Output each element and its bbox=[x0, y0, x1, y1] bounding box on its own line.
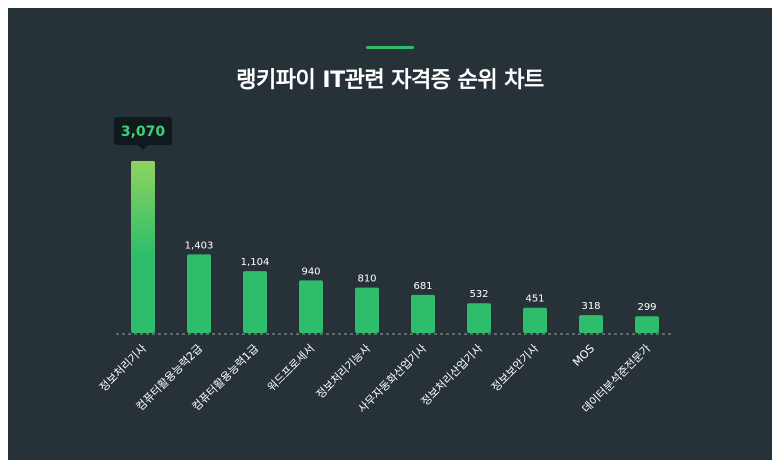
data-label-10: 299 bbox=[637, 302, 656, 313]
data-label-7: 532 bbox=[469, 289, 488, 300]
bar-7 bbox=[467, 303, 491, 333]
x-tick-label-9: MOS bbox=[570, 342, 597, 369]
title-accent-line bbox=[366, 46, 414, 49]
data-label-6: 681 bbox=[413, 281, 432, 292]
bar-4 bbox=[299, 280, 323, 333]
x-tick-label-5: 정보처리기능사 bbox=[314, 342, 373, 401]
bar-2 bbox=[187, 254, 211, 333]
x-tick-label-7: 정보처리산업기사 bbox=[419, 342, 485, 408]
data-label-9: 318 bbox=[581, 301, 600, 312]
x-tick-label-8: 정보보안기사 bbox=[489, 342, 541, 394]
data-label-3: 1,104 bbox=[241, 257, 270, 268]
data-label-4: 940 bbox=[301, 266, 320, 277]
bar-3 bbox=[243, 271, 267, 333]
chart-title: 랭키파이 IT관련 자격증 순위 차트 bbox=[236, 68, 544, 93]
data-label-2: 1,403 bbox=[185, 240, 214, 251]
bar-1 bbox=[131, 161, 155, 333]
data-label-8: 451 bbox=[525, 294, 544, 305]
bar-5 bbox=[355, 287, 379, 333]
value-tooltip bbox=[114, 117, 172, 145]
tooltip-value-label: 3,070 bbox=[121, 124, 166, 140]
x-tick-label-4: 워드프로세서 bbox=[265, 342, 317, 394]
tooltip-pointer bbox=[138, 145, 148, 150]
bar-10 bbox=[635, 316, 659, 333]
bar-9 bbox=[579, 315, 603, 333]
data-label-5: 810 bbox=[357, 274, 376, 285]
bar-6 bbox=[411, 294, 435, 333]
bar-8 bbox=[523, 307, 547, 333]
x-tick-label-1: 정보처리기사 bbox=[97, 342, 149, 394]
